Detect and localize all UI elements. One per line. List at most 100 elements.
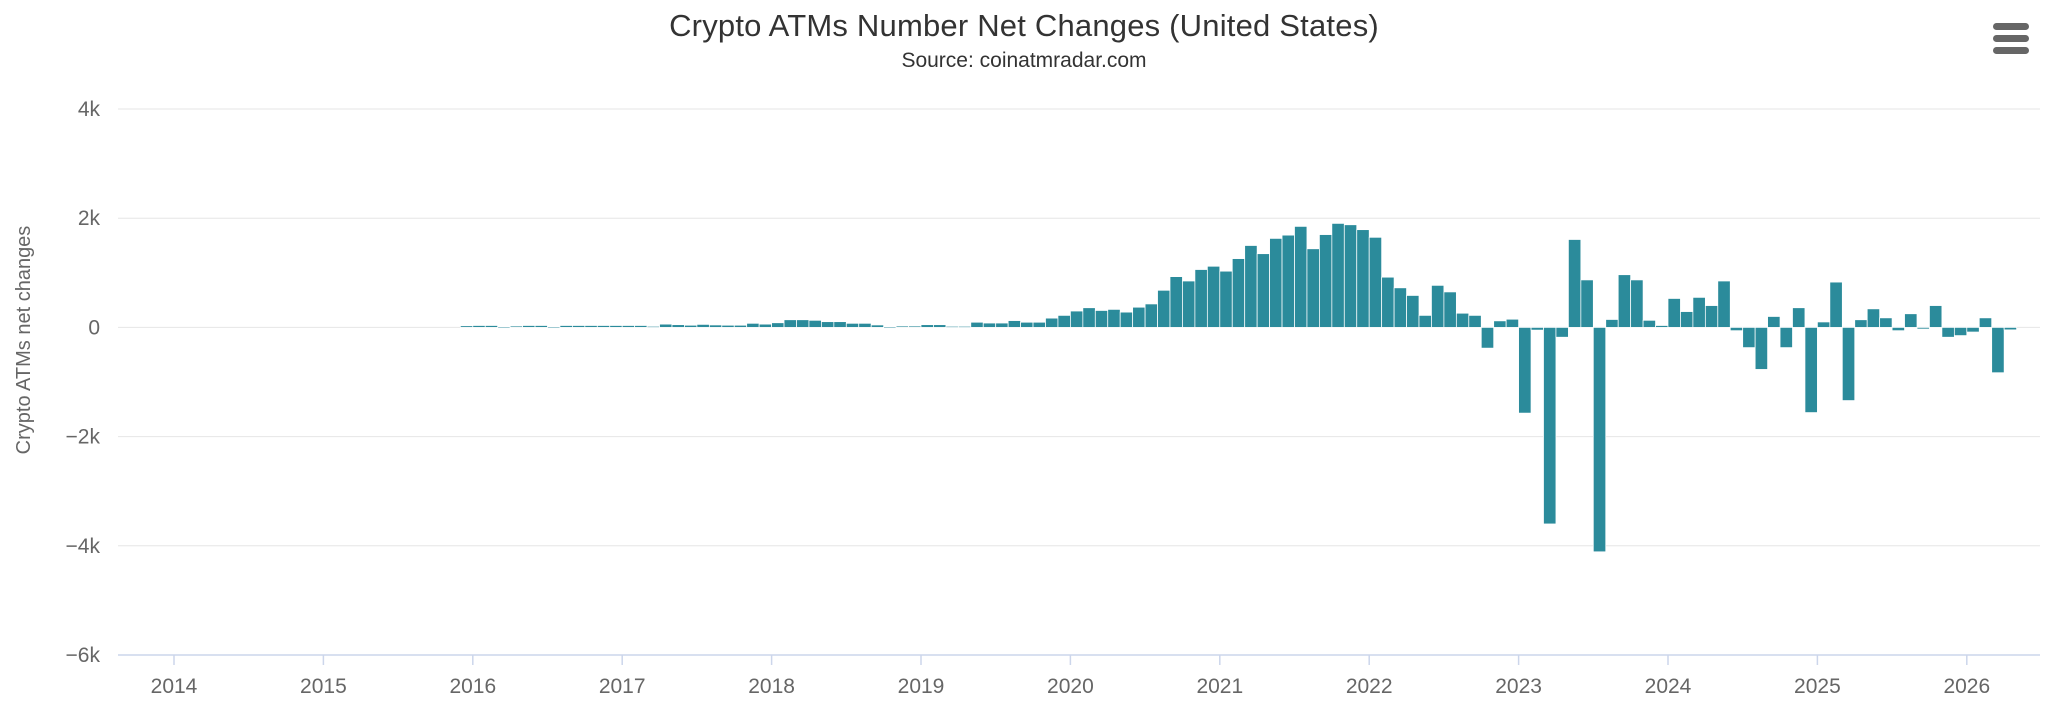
bar[interactable] bbox=[1480, 327, 1495, 349]
bar[interactable] bbox=[1779, 327, 1793, 348]
bar[interactable] bbox=[1194, 269, 1208, 328]
bar[interactable] bbox=[1157, 289, 1171, 328]
bar[interactable] bbox=[895, 325, 909, 328]
bar[interactable] bbox=[708, 324, 723, 328]
bar[interactable] bbox=[1530, 327, 1544, 331]
bar[interactable] bbox=[621, 325, 636, 328]
bar[interactable] bbox=[1854, 319, 1868, 328]
bar[interactable] bbox=[1393, 287, 1407, 328]
bar[interactable] bbox=[572, 325, 586, 328]
bar[interactable] bbox=[1592, 327, 1607, 553]
bar[interactable] bbox=[547, 326, 561, 329]
bar[interactable] bbox=[1866, 308, 1881, 328]
bar[interactable] bbox=[821, 321, 835, 328]
bar[interactable] bbox=[1605, 319, 1619, 328]
bar[interactable] bbox=[1729, 327, 1744, 332]
bar[interactable] bbox=[1331, 223, 1345, 328]
bar[interactable] bbox=[472, 325, 486, 328]
bar[interactable] bbox=[1505, 318, 1519, 328]
bar[interactable] bbox=[883, 326, 897, 329]
bar[interactable] bbox=[796, 319, 810, 328]
bar[interactable] bbox=[1642, 319, 1656, 328]
bar[interactable] bbox=[746, 322, 760, 328]
bar[interactable] bbox=[559, 325, 573, 328]
bar[interactable] bbox=[1182, 280, 1196, 328]
bar[interactable] bbox=[1655, 325, 1669, 328]
bar[interactable] bbox=[1829, 281, 1843, 328]
bar[interactable] bbox=[534, 325, 548, 328]
bar[interactable] bbox=[596, 325, 611, 328]
bar[interactable] bbox=[1343, 224, 1358, 328]
bar[interactable] bbox=[1978, 317, 1993, 328]
bar[interactable] bbox=[1269, 238, 1283, 328]
bar[interactable] bbox=[522, 325, 536, 328]
bar[interactable] bbox=[933, 324, 947, 328]
bar[interactable] bbox=[459, 325, 474, 328]
bar[interactable] bbox=[1692, 296, 1706, 328]
bar[interactable] bbox=[982, 322, 997, 328]
bar[interactable] bbox=[1767, 316, 1781, 328]
bar[interactable] bbox=[1543, 327, 1557, 525]
bar[interactable] bbox=[1904, 313, 1918, 328]
bar[interactable] bbox=[1817, 321, 1831, 328]
bar[interactable] bbox=[1107, 309, 1121, 328]
bar[interactable] bbox=[1306, 248, 1320, 328]
bar[interactable] bbox=[758, 323, 772, 328]
bar[interactable] bbox=[1667, 298, 1681, 328]
bar[interactable] bbox=[1206, 265, 1221, 328]
bar[interactable] bbox=[1319, 234, 1333, 328]
bar[interactable] bbox=[1119, 311, 1134, 328]
bar[interactable] bbox=[2003, 327, 2017, 331]
bar[interactable] bbox=[945, 325, 959, 328]
bar[interactable] bbox=[1891, 327, 1905, 332]
bar[interactable] bbox=[1966, 327, 1980, 333]
bar[interactable] bbox=[1294, 226, 1308, 328]
bar[interactable] bbox=[509, 325, 523, 328]
bar[interactable] bbox=[733, 324, 748, 328]
bar[interactable] bbox=[497, 326, 511, 329]
bar[interactable] bbox=[1244, 245, 1258, 328]
bar[interactable] bbox=[870, 324, 885, 328]
bar[interactable] bbox=[1045, 317, 1059, 328]
bar[interactable] bbox=[783, 319, 797, 328]
bar[interactable] bbox=[1032, 321, 1046, 328]
bar[interactable] bbox=[1568, 239, 1582, 328]
bar[interactable] bbox=[1704, 305, 1719, 328]
bar[interactable] bbox=[484, 325, 499, 328]
bar[interactable] bbox=[671, 324, 685, 328]
bar[interactable] bbox=[1281, 234, 1295, 328]
bar[interactable] bbox=[970, 321, 984, 328]
bar[interactable] bbox=[1617, 274, 1632, 328]
bar[interactable] bbox=[771, 322, 785, 328]
bar[interactable] bbox=[659, 323, 673, 328]
bar[interactable] bbox=[721, 324, 735, 328]
bar[interactable] bbox=[1020, 321, 1034, 328]
bar[interactable] bbox=[1742, 327, 1756, 348]
bar[interactable] bbox=[1443, 291, 1457, 328]
bar[interactable] bbox=[858, 322, 872, 328]
bar[interactable] bbox=[1368, 236, 1383, 328]
bar[interactable] bbox=[1555, 327, 1569, 338]
bar[interactable] bbox=[646, 325, 660, 328]
bar[interactable] bbox=[1468, 315, 1482, 328]
bar[interactable] bbox=[1381, 276, 1395, 328]
bar[interactable] bbox=[634, 325, 648, 328]
bar[interactable] bbox=[1094, 310, 1109, 328]
bar[interactable] bbox=[1231, 258, 1246, 328]
bar[interactable] bbox=[1144, 303, 1158, 328]
bar[interactable] bbox=[1991, 327, 2005, 374]
bar[interactable] bbox=[1418, 315, 1432, 328]
bar[interactable] bbox=[1219, 270, 1233, 328]
bar[interactable] bbox=[1057, 315, 1071, 328]
bar[interactable] bbox=[584, 325, 598, 328]
bar[interactable] bbox=[1953, 327, 1968, 336]
bar[interactable] bbox=[1879, 317, 1893, 328]
bar[interactable] bbox=[684, 324, 698, 328]
bar[interactable] bbox=[696, 324, 710, 328]
bar[interactable] bbox=[1580, 279, 1594, 328]
bar[interactable] bbox=[609, 325, 623, 328]
bar[interactable] bbox=[1007, 320, 1021, 328]
bar[interactable] bbox=[1792, 307, 1806, 328]
bar[interactable] bbox=[833, 321, 847, 328]
bar[interactable] bbox=[1493, 320, 1507, 328]
